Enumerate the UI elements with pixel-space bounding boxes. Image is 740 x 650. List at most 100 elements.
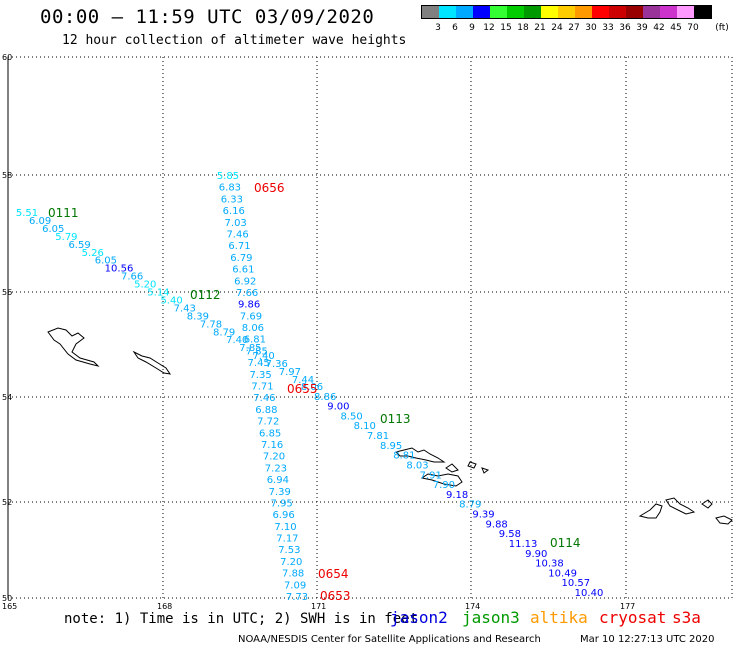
satellite-jason3: jason3 [462,608,520,627]
wave-height-value: 9.86 [238,300,260,311]
wave-height-value: 8.03 [406,460,428,471]
wave-height-value: 6.92 [234,276,256,287]
wave-height-value: 7.40 [252,351,274,362]
wave-height-value: 8.81 [393,451,415,462]
wave-height-value: 6.09 [29,216,51,227]
wave-height-value: 5.40 [160,295,182,306]
legend-swatch [694,6,711,18]
legend-swatch [422,6,439,18]
wave-height-value: 7.85 [239,343,261,354]
color-legend: 3 6 9 12 15 18 21 24 27 30 33 36 39 42 45 70 (ft) [421,5,729,33]
wave-height-value: 6.81 [244,335,266,346]
legend-label: 9 [469,23,475,33]
legend-swatch [677,6,694,18]
wave-height-value: 7.53 [278,545,300,556]
legend-swatch [592,6,609,18]
wave-height-value: 8.50 [340,411,362,422]
wave-height-value: 10.49 [548,568,577,579]
wave-height-value: 7.40 [226,335,248,346]
latitude-label: 52 [2,498,12,507]
latitude-label: 54 [2,393,12,402]
island-samalga [420,473,463,487]
island-islands-of-four [467,461,490,474]
legend-swatches [421,5,712,19]
wave-height-value: 6.71 [228,241,250,252]
legend-label: 21 [534,23,546,33]
island-unimak [47,327,100,367]
wave-height-value: 7.72 [257,417,279,428]
wave-height-value: 10.40 [575,588,604,599]
wave-height-value: 6.33 [221,194,243,205]
legend-swatch [626,6,643,18]
wave-height-value: 7.46 [226,229,248,240]
pass-label-0655: 0655 [287,382,318,396]
legend-swatch [439,6,456,18]
wave-height-value: 7.66 [236,288,258,299]
legend-swatch [575,6,592,18]
latitude-label: 50 [2,594,12,603]
legend-label: 33 [602,23,614,33]
legend-label: 24 [551,23,563,33]
legend-swatch [541,6,558,18]
wave-height-value: 10.57 [561,578,590,589]
wave-height-value: 7.91 [420,470,442,481]
latitude-label: 58 [2,171,12,180]
wave-height-value: 9.88 [486,519,508,530]
legend-swatch [456,6,473,18]
legend-label: 27 [568,23,580,33]
wave-height-value: 5.51 [16,208,38,219]
wave-height-value: 7.16 [261,440,283,451]
pass-label-0656: 0656 [254,181,285,195]
wave-height-value: 8.39 [187,311,209,322]
latitude-label: 60 [2,53,12,62]
wave-height-value: 6.94 [267,475,289,486]
pass-label-0653: 0653 [320,589,351,603]
wave-height-value: 7.20 [263,452,285,463]
wave-height-value: 6.79 [230,253,252,264]
wave-height-value: 8.79 [459,500,481,511]
pass-label-0114: 0114 [550,536,581,550]
legend-swatch [473,6,490,18]
legend-swatch [643,6,660,18]
wave-height-value: 9.00 [327,402,349,413]
wave-height-value: 7.69 [240,311,262,322]
wave-height-value: 7.20 [280,557,302,568]
wave-height-value: 11.13 [509,539,538,550]
pass-label-0112: 0112 [190,288,221,302]
wave-height-value: 5.85 [217,171,239,182]
legend-swatch [558,6,575,18]
wave-height-value: 7.39 [269,487,291,498]
wave-height-value: 7.85 [246,346,268,357]
wave-height-value: 9.39 [472,510,494,521]
legend-swatch [507,6,524,18]
altimeter-track-c: 8.068.869.008.508.107.818.958.818.037.91… [301,382,603,599]
wave-height-value: 6.85 [259,428,281,439]
island-atka [638,503,663,519]
wave-height-value: 7.90 [433,480,455,491]
footer-note: note: 1) Time is in UTC; 2) SWH is in fe… [64,611,419,627]
island-adak [715,515,733,525]
wave-height-value: 6.05 [95,256,117,267]
wave-height-value: 10.38 [535,559,564,570]
legend-label: 6 [452,23,458,33]
wave-height-value: 7.10 [274,522,296,533]
wave-height-value: 6.05 [42,224,64,235]
satellite-altika: altika [530,608,588,627]
legend-label: 45 [670,23,682,33]
generated-timestamp: Mar 10 12:27:13 UTC 2020 [580,634,715,645]
wave-height-value: 7.73 [286,592,308,603]
credit-text: NOAA/NESDIS Center for Satellite Applica… [238,634,541,645]
legend-swatch [660,6,677,18]
wave-height-value: 8.10 [354,421,376,432]
longitude-label: 168 [157,602,172,611]
wave-height-value: 7.78 [200,319,222,330]
wave-height-value: 5.20 [134,280,156,291]
wave-height-value: 7.17 [276,534,298,545]
wave-height-value: 7.95 [271,498,293,509]
wave-height-value: 7.23 [265,463,287,474]
legend-swatch [609,6,626,18]
legend-label: 36 [619,23,631,33]
wave-height-value: 6.59 [68,240,90,251]
legend-label: 70 [687,23,699,33]
